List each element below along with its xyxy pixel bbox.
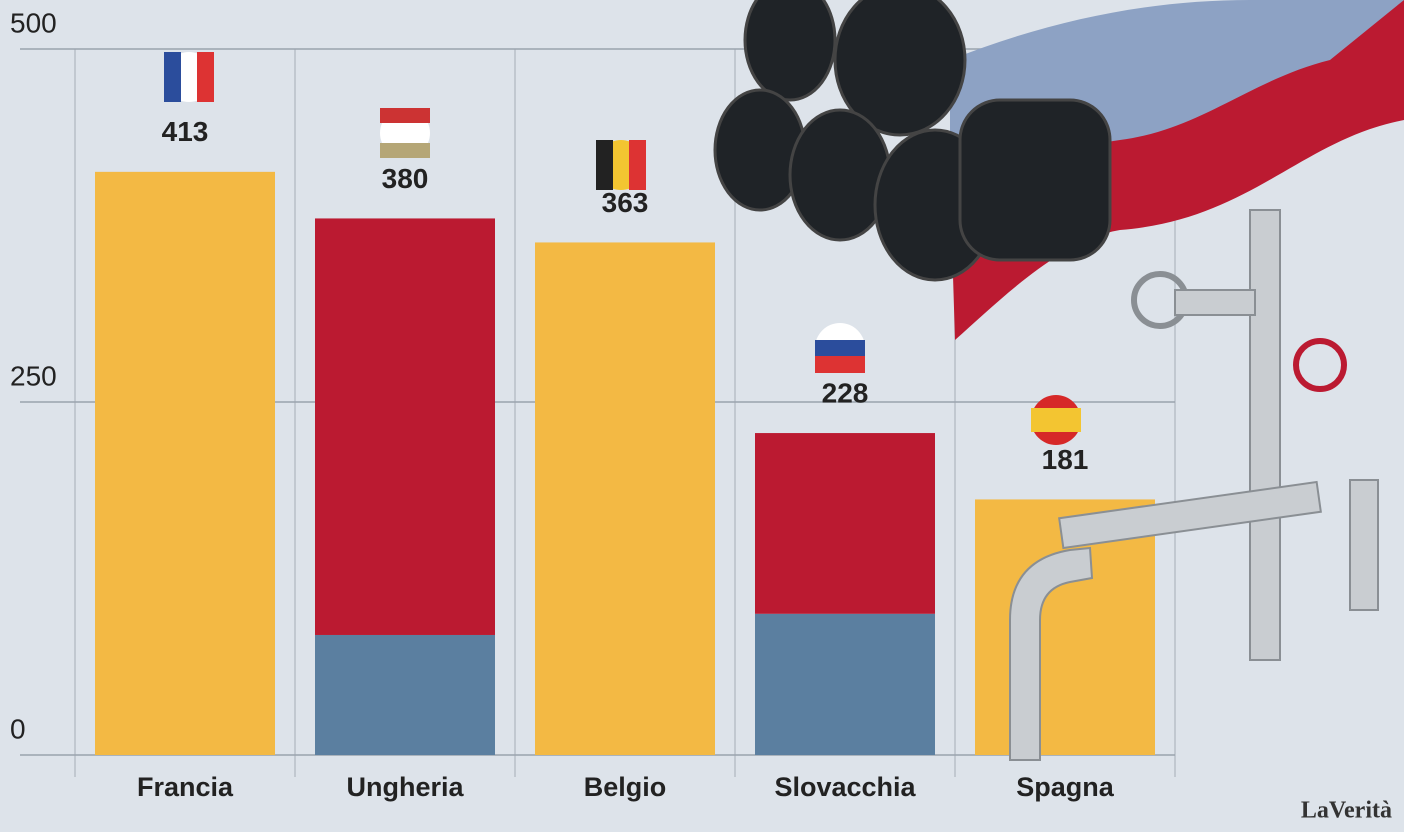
bar-segment	[975, 499, 1155, 755]
total-label: 181	[1042, 444, 1089, 475]
bar-segment	[535, 242, 715, 756]
total-label: 363	[602, 187, 649, 218]
x-tick-label: Spagna	[1016, 772, 1115, 802]
bar-segment	[315, 634, 495, 755]
y-tick-label: 500	[10, 7, 57, 38]
bar-segment	[315, 218, 495, 635]
total-label: 413	[162, 116, 209, 147]
total-label: 380	[382, 163, 429, 194]
total-label: 228	[822, 377, 869, 408]
bar-segment	[755, 613, 935, 755]
x-tick-label: Francia	[137, 772, 234, 802]
y-tick-label: 250	[10, 360, 57, 391]
bar-segment	[95, 171, 275, 755]
x-tick-label: Slovacchia	[774, 772, 916, 802]
x-tick-label: Ungheria	[346, 772, 464, 802]
y-tick-label: 0	[10, 713, 26, 744]
x-tick-label: Belgio	[584, 772, 667, 802]
bar-segment	[755, 433, 935, 614]
